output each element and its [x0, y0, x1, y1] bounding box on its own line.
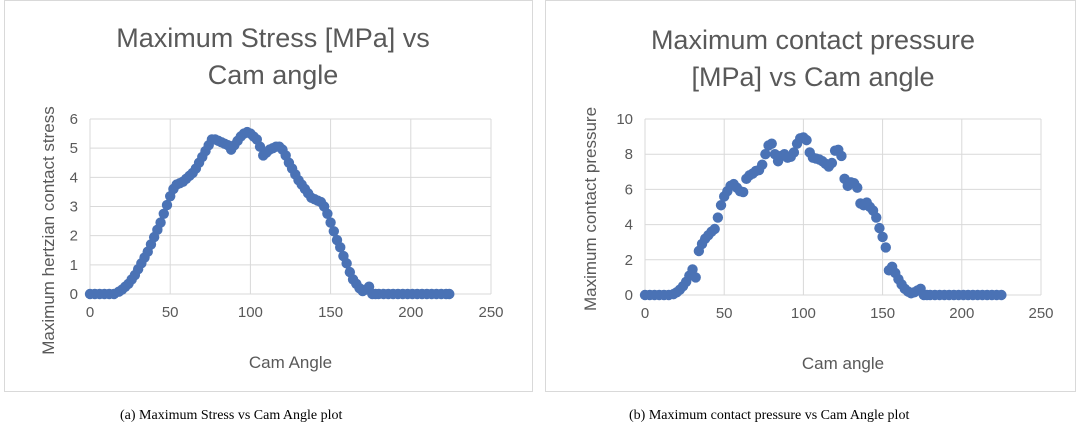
data-point — [687, 264, 698, 275]
x-tick-label: 100 — [238, 304, 263, 321]
y-axis-title: Maximum contact pressure — [581, 107, 600, 311]
y-tick-label: 2 — [625, 252, 633, 269]
x-tick-label: 200 — [949, 305, 974, 322]
x-tick-label: 150 — [870, 305, 895, 322]
data-point — [712, 212, 724, 223]
chart-title-line: Maximum contact pressure — [651, 25, 975, 55]
data-point — [161, 199, 173, 211]
y-tick-label: 2 — [70, 228, 78, 245]
data-point — [335, 242, 346, 253]
chart-title-line: [MPa] vs Cam angle — [691, 62, 934, 92]
data-point — [996, 289, 1007, 301]
data-point — [836, 150, 847, 162]
data-point — [322, 208, 333, 219]
x-tick-label: 150 — [318, 304, 343, 321]
x-tick-label: 0 — [86, 304, 94, 321]
data-point — [788, 147, 800, 158]
x-axis-title: Cam Angle — [249, 353, 332, 372]
y-axis-title: Maximum hertzian contact stress — [39, 106, 58, 354]
y-tick-label: 4 — [625, 217, 633, 234]
data-point — [880, 242, 891, 253]
data-point — [341, 258, 352, 269]
data-point — [158, 208, 169, 219]
x-tick-label: 200 — [398, 304, 423, 321]
y-tick-label: 1 — [70, 257, 78, 274]
data-point — [328, 226, 340, 237]
data-point — [871, 212, 882, 223]
y-tick-label: 4 — [70, 169, 78, 186]
y-tick-label: 6 — [70, 111, 78, 128]
x-tick-label: 100 — [791, 305, 816, 322]
x-tick-label: 50 — [162, 304, 179, 321]
data-point — [690, 272, 701, 283]
caption-pressure-plot: (b) Maximum contact pressure vs Cam Angl… — [629, 408, 910, 423]
x-tick-label: 50 — [716, 305, 733, 322]
chart-title-line: Maximum Stress [MPa] vs — [116, 23, 430, 53]
caption-stress-plot: (a) Maximum Stress vs Cam Angle plot — [120, 408, 343, 423]
data-point — [874, 222, 885, 234]
data-point — [766, 138, 777, 149]
data-point — [757, 159, 768, 170]
data-point — [715, 200, 727, 211]
x-tick-label: 0 — [641, 305, 649, 322]
pressure-chart: Maximum contact pressure [MPa] vs Cam ang… — [581, 25, 1054, 373]
y-tick-label: 5 — [70, 140, 78, 157]
chart-title-line: Cam angle — [208, 60, 339, 90]
y-tick-label: 0 — [625, 287, 633, 304]
data-point — [760, 149, 771, 160]
y-tick-label: 8 — [625, 146, 633, 163]
x-tick-label: 250 — [1028, 305, 1053, 322]
data-point — [852, 182, 863, 193]
y-tick-label: 10 — [616, 111, 633, 128]
y-tick-label: 0 — [70, 286, 78, 303]
x-axis-title: Cam angle — [802, 354, 884, 373]
chart-panel-stress: Maximum Stress [MPa] vs Cam angle 0 50 100 15… — [4, 0, 533, 392]
data-point — [444, 288, 455, 300]
data-point — [877, 231, 888, 243]
data-point — [801, 134, 812, 146]
data-point — [738, 186, 749, 198]
chart-panel-pressure: Maximum contact pressure [MPa] vs Cam ang… — [545, 0, 1076, 392]
data-point — [155, 217, 166, 228]
data-point — [709, 223, 720, 235]
x-tick-label: 250 — [478, 304, 503, 321]
y-tick-label: 3 — [70, 199, 78, 216]
y-tick-label: 6 — [625, 181, 633, 198]
data-point — [325, 217, 336, 228]
data-point — [826, 157, 838, 169]
